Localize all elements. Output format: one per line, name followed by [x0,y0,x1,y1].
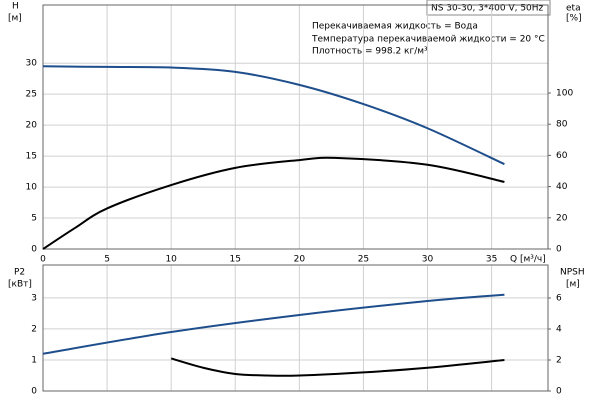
y-tick-label: 2 [31,324,37,334]
y-tick-label: 0 [31,245,37,255]
x-tick-label: 15 [230,255,241,265]
y2-axis-unit: [%] [566,14,582,24]
y2-tick-label: 2 [556,356,562,366]
y-axis-label: H [12,2,19,12]
y-tick-label: 3 [31,293,37,303]
y-tick-label: 0 [31,387,37,397]
x-tick-label: 35 [486,255,497,265]
y-axis-unit: [м] [8,14,22,24]
plot-frame [42,4,549,250]
y2-tick-label: 4 [556,325,562,335]
y-axis-unit: [кВт] [8,280,32,290]
y2-tick-label: 20 [556,213,568,223]
y2-axis-unit: [м] [566,280,580,290]
y2-tick-label: 6 [556,294,562,304]
y2-tick-label: 40 [556,182,568,192]
y-tick-label: 30 [26,59,38,69]
y2-tick-label: 0 [556,245,562,255]
y-tick-label: 20 [26,121,38,131]
y-tick-label: 1 [31,355,37,365]
y-axis-label: P2 [14,268,25,278]
chart-title: NS 30-30, 3*400 V, 50Hz [431,4,544,14]
y2-tick-label: 100 [556,88,573,98]
curve [42,65,505,166]
y-tick-label: 10 [26,183,38,193]
x-tick-label: 30 [422,255,434,265]
curve [170,357,505,377]
y2-tick-label: 80 [556,120,568,130]
y-tick-label: 25 [26,90,37,100]
y2-axis-label: NPSH [560,268,585,278]
y2-axis-label: eta [566,4,581,14]
plot-frame [42,264,549,392]
x-tick-label: 10 [165,255,177,265]
y2-tick-label: 60 [556,151,568,161]
y-tick-label: 5 [31,214,37,224]
x-tick-label: 0 [40,255,46,265]
annotation: Плотность = 998.2 кг/м³ [312,47,428,57]
x-tick-label: 5 [104,255,110,265]
y2-tick-label: 0 [556,387,562,397]
x-tick-label: 25 [358,255,369,265]
y-tick-label: 15 [26,152,37,162]
curve [42,156,505,250]
x-axis-label: Q [м³/ч] [510,255,546,265]
title-box [426,0,551,16]
curve [42,293,505,355]
annotation: Перекачиваемая жидкость = Вода [312,22,478,32]
x-tick-label: 20 [294,255,306,265]
